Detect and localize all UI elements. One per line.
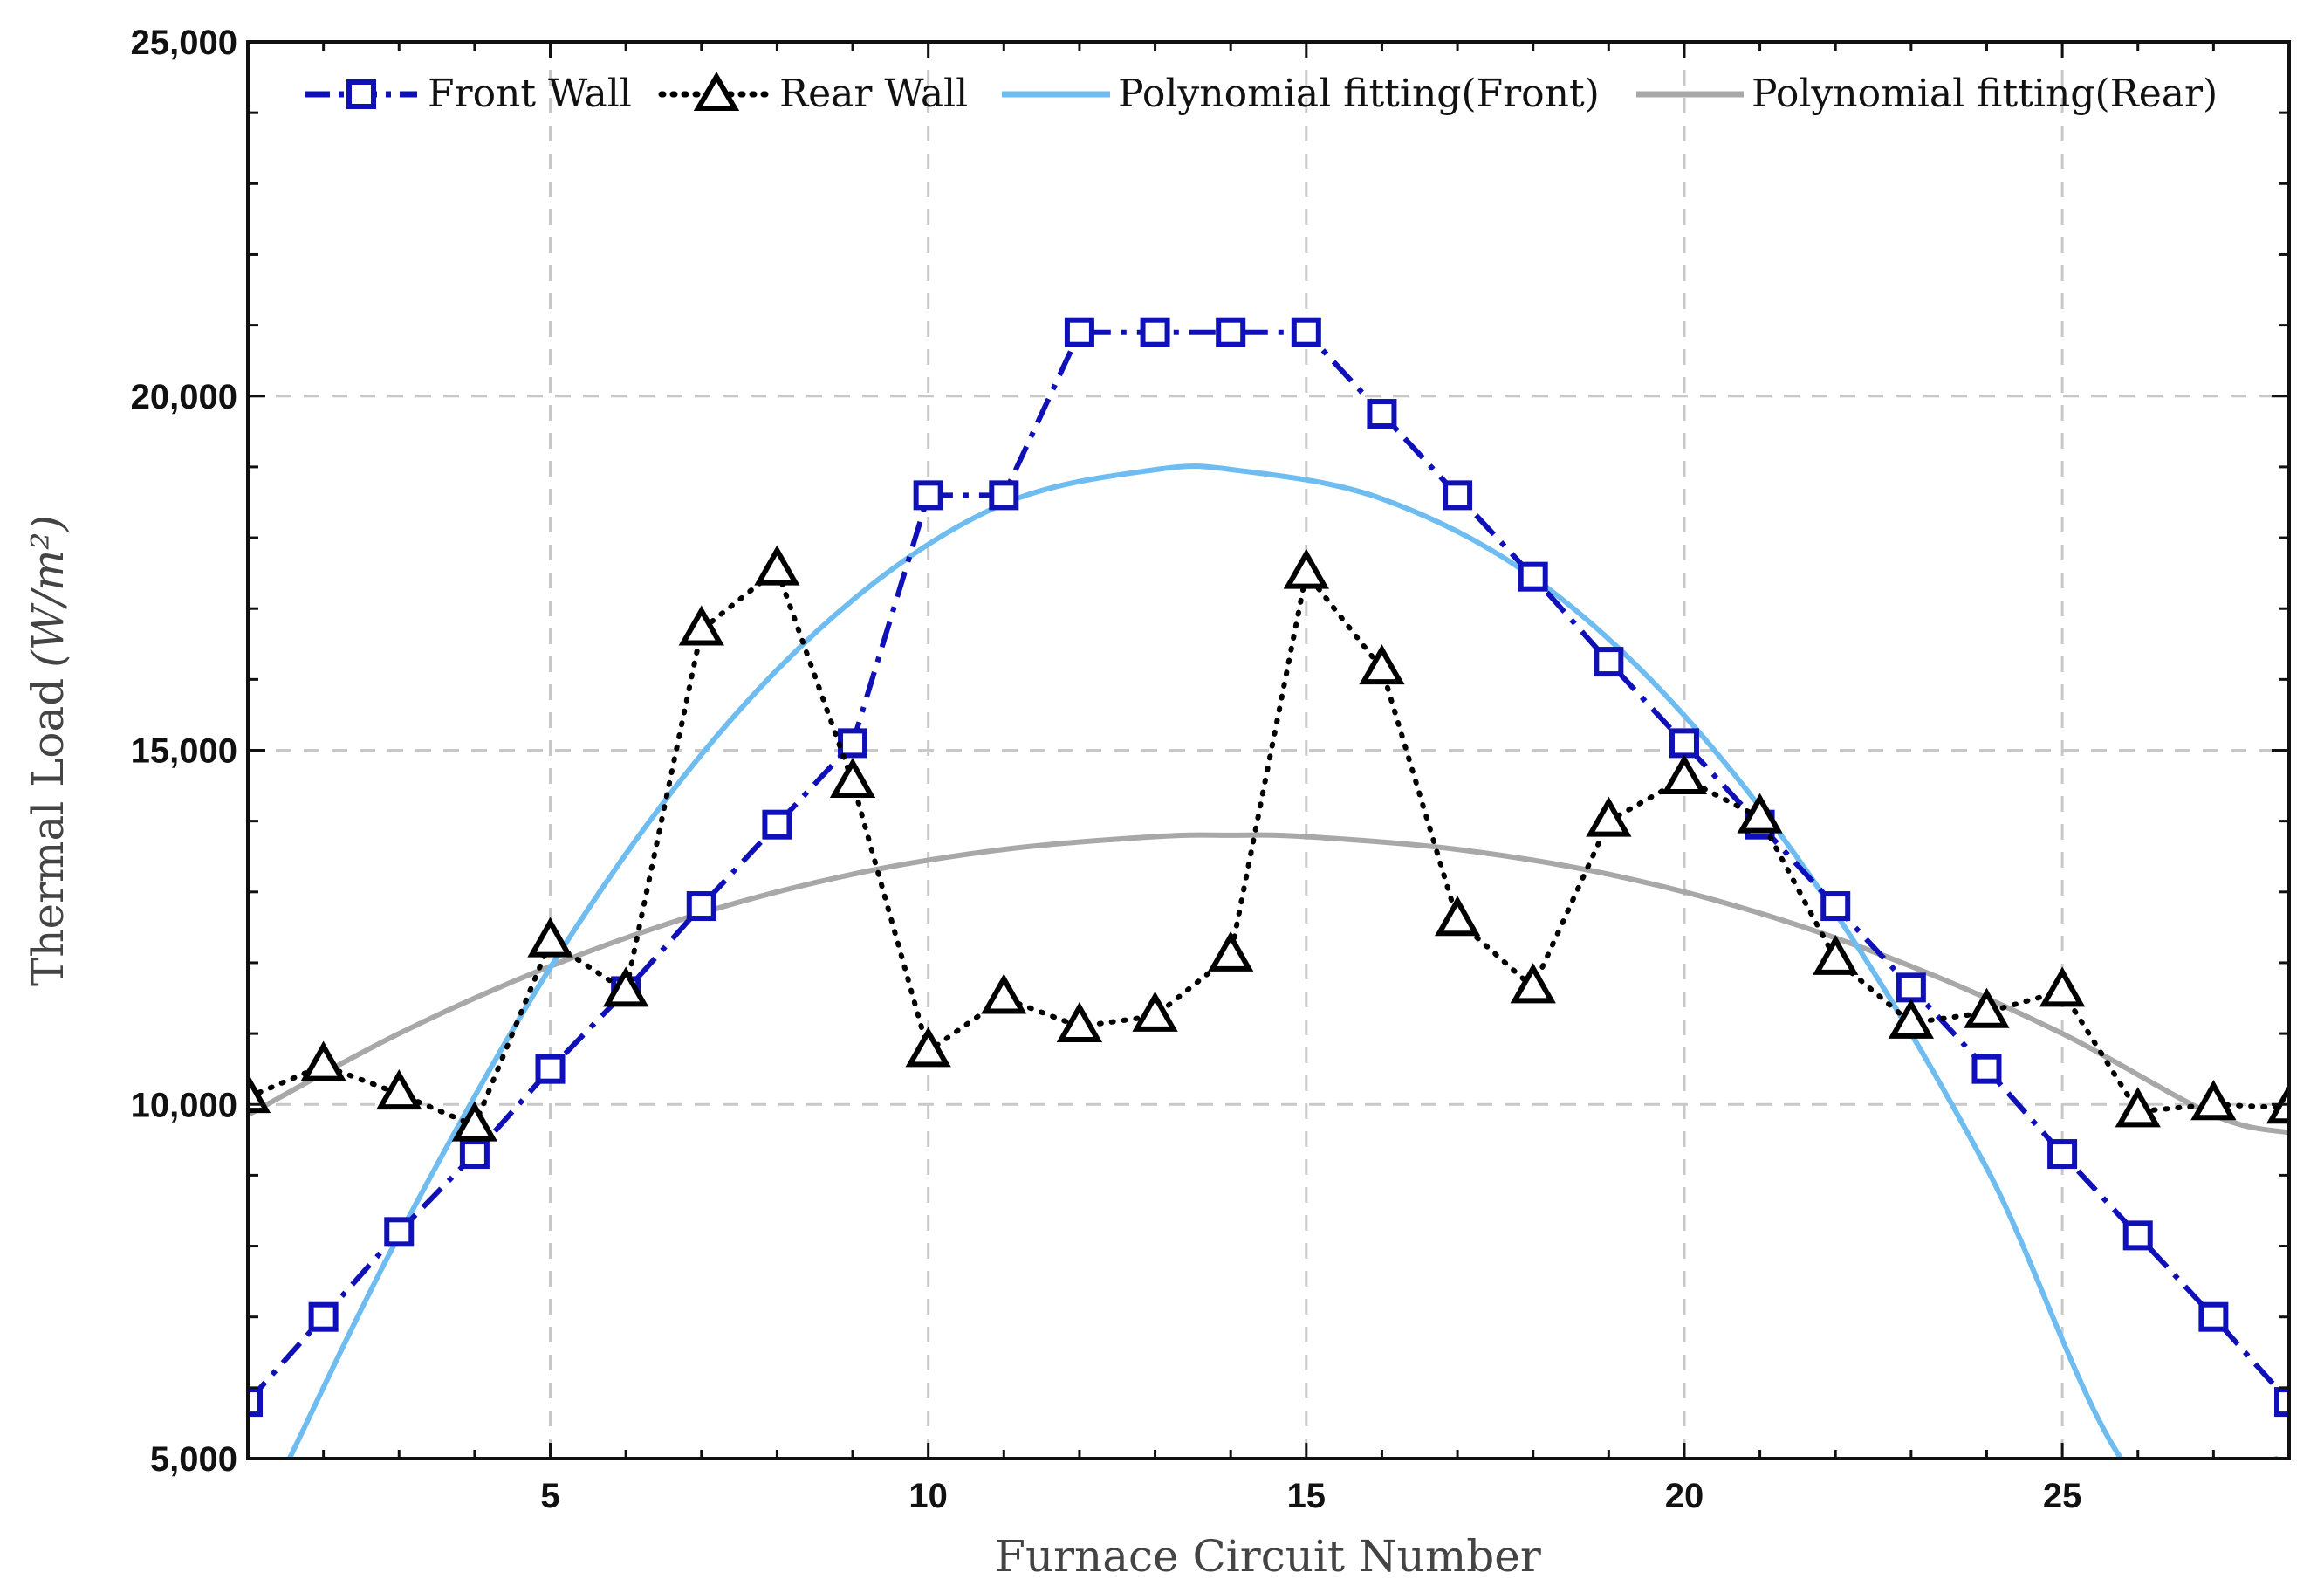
y-tick-label: 20,000 [131,378,237,416]
y-axis-title: Thermal Load (W/m²) [23,515,73,986]
x-tick-labels: 5 10 15 20 25 [540,1477,2081,1515]
series-line [286,463,2279,1459]
series-rear-wall [248,545,2289,1142]
rear-wall-point [451,1101,498,1142]
rear-wall-point [1964,987,2010,1028]
series-polynomial-fitting-rear- [248,832,2289,1136]
legend-entry-poly-rear: Polynomial fitting(Rear) [1636,72,2218,116]
x-axis-title: Furnace Circuit Number [995,1531,1541,1582]
front-wall-point [1367,399,1397,429]
front-wall-point [1443,480,1473,511]
x-tick-label: 25 [2043,1477,2082,1515]
rear-wall-point [2115,1087,2161,1128]
front-wall-point [2122,1220,2153,1251]
front-wall-point [1820,891,1851,922]
y-tick-label: 5,000 [150,1440,237,1479]
legend-rear-wall-label: Rear Wall [779,72,968,116]
x-tick-label: 10 [908,1477,948,1515]
legend: Front Wall Rear Wall Polynomial fitting(… [305,72,2218,116]
y-tick-labels: 5,000 10,000 15,000 20,000 25,000 [131,24,237,1479]
legend-entry-poly-front: Polynomial fitting(Front) [1002,72,1600,116]
front-wall-point [838,728,868,759]
series-line [248,832,2289,1136]
front-wall-point [2274,1387,2289,1418]
rear-wall-point [1813,934,1859,975]
front-wall-point [1669,728,1699,759]
legend-entry-rear-wall: Rear Wall [658,72,968,116]
front-wall-point [535,1054,566,1084]
rear-wall-point [1283,548,1329,589]
rear-wall-point [678,605,724,646]
x-tick-label: 15 [1287,1477,1327,1515]
front-wall-point [913,480,943,511]
series-front-wall [248,317,2289,1418]
front-wall-point [2047,1139,2078,1170]
series-line [248,566,2289,1129]
rear-wall-point [1434,896,1481,937]
front-wall-point [1064,317,1094,347]
rear-wall-point [1661,753,1708,794]
rear-wall-point [300,1040,346,1081]
front-wall-point [989,480,1019,511]
front-wall-point [762,809,792,840]
front-wall-point [308,1301,339,1332]
legend-rear-wall-marker [693,72,740,111]
rear-wall-point [1737,793,1783,834]
front-wall-point [384,1217,415,1247]
rear-wall-point [905,1027,951,1068]
front-wall-point [459,1139,490,1170]
y-axis-title-main: Thermal Load [23,678,73,986]
plot-series [248,317,2289,1459]
rear-wall-point [2190,1080,2237,1121]
x-tick-label: 20 [1665,1477,1704,1515]
front-wall-point [248,1387,263,1418]
rear-wall-point [602,966,649,1007]
front-wall-point [1971,1054,2002,1084]
y-axis-title-unit: (W/m²) [23,515,73,668]
rear-wall-point [1359,644,1405,685]
legend-poly-front-label: Polynomial fitting(Front) [1118,72,1600,116]
legend-front-wall-label: Front Wall [428,72,632,116]
front-wall-point [2198,1301,2229,1332]
legend-front-wall-marker [346,79,376,109]
grid [248,42,2289,1459]
legend-entry-front-wall: Front Wall [305,72,632,116]
rear-wall-point [829,757,876,799]
rear-wall-point [248,1073,271,1114]
front-wall-point [1518,561,1548,592]
front-wall-point [1594,647,1624,677]
series-line [248,329,2289,1404]
rear-wall-point [1132,991,1178,1032]
rear-wall-point [376,1068,422,1110]
x-tick-label: 5 [540,1477,559,1515]
y-tick-label: 10,000 [131,1086,237,1124]
legend-poly-rear-label: Polynomial fitting(Rear) [1752,72,2218,116]
rear-wall-point [981,973,1027,1014]
front-wall-point [1140,317,1170,347]
rear-wall-point [1208,930,1254,972]
rear-wall-point [1586,796,1632,837]
axis-ticks [246,40,2291,1460]
rear-wall-point [754,545,800,586]
y-tick-label: 25,000 [131,24,237,62]
rear-wall-point [1510,963,1556,1004]
rear-wall-point [2039,966,2086,1007]
rear-wall-point [1888,998,1935,1039]
y-tick-label: 15,000 [131,732,237,771]
rear-wall-point [527,917,573,958]
front-wall-point [1896,972,1926,1003]
rear-wall-point [1056,1001,1103,1042]
series-polynomial-fitting-front- [286,463,2279,1459]
front-wall-point [686,891,716,922]
front-wall-point [1291,317,1321,347]
front-wall-point [1216,317,1246,347]
